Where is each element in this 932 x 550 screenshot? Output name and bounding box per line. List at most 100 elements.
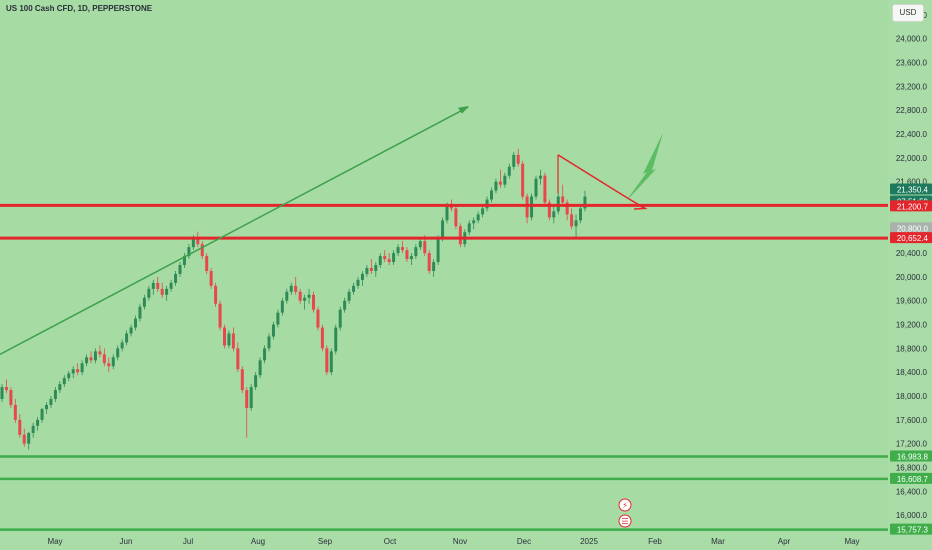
candle-body <box>347 291 351 301</box>
candle-body <box>209 270 213 286</box>
candle-body <box>80 363 84 373</box>
price-tick-label: 19,600.0 <box>896 297 928 306</box>
price-tick-label: 21,600.0 <box>896 178 928 187</box>
candle-body <box>58 384 62 391</box>
candle-body <box>98 351 102 355</box>
candle-body <box>383 256 387 260</box>
candle-body <box>93 351 97 361</box>
candle-body <box>0 387 4 400</box>
candle-body <box>356 279 360 286</box>
candle-body <box>298 291 302 301</box>
candle-body <box>547 202 551 218</box>
candle-body <box>267 336 271 349</box>
time-axis-label: Apr <box>778 537 791 546</box>
candle-body <box>165 288 169 295</box>
candle-body <box>378 256 382 266</box>
triangle-upper-line[interactable] <box>557 154 626 198</box>
candle-body <box>45 404 48 410</box>
candle-body <box>579 208 582 221</box>
candle-body <box>498 181 502 185</box>
candle-body <box>169 282 173 289</box>
candle-body <box>490 190 493 200</box>
candle-body <box>160 288 164 295</box>
price-badge-label: 20,652.4 <box>897 234 929 243</box>
earnings-icon[interactable] <box>618 514 632 528</box>
candle-body <box>67 373 71 379</box>
candle-body <box>316 309 320 328</box>
candle-body <box>343 300 347 310</box>
candle-body <box>307 294 311 298</box>
candle-body <box>4 387 8 391</box>
candle-body <box>481 208 485 215</box>
candle-body <box>543 175 547 203</box>
candle-body <box>449 205 453 209</box>
candle-body <box>111 357 115 367</box>
candle-body <box>129 327 133 334</box>
price-tick-label: 23,600.0 <box>896 59 928 68</box>
currency-button[interactable]: USD <box>892 4 924 22</box>
time-axis-label: May <box>47 537 62 546</box>
flash-icon[interactable] <box>618 498 632 512</box>
candle-body <box>409 256 413 260</box>
time-axis-label: Nov <box>453 537 467 546</box>
candle-body <box>174 273 178 283</box>
candle-body <box>458 226 462 245</box>
candle-body <box>583 196 587 209</box>
breakout-up-arrow[interactable] <box>628 132 663 199</box>
candle-body <box>454 208 458 227</box>
candle-body <box>62 378 66 385</box>
price-badge-label: 21,200.7 <box>897 202 929 211</box>
candle-body <box>329 351 333 373</box>
candle-body <box>423 241 427 254</box>
candle-body <box>405 250 409 260</box>
candle-body <box>525 196 529 218</box>
candle-body <box>151 282 155 289</box>
price-tick-label: 16,800.0 <box>896 463 928 472</box>
candle-body <box>236 348 240 370</box>
candle-body <box>125 333 129 343</box>
price-tick-label: 16,000.0 <box>896 511 928 520</box>
candle-body <box>276 312 280 325</box>
price-badge-label: 16,608.7 <box>897 475 929 484</box>
candle-body <box>258 360 262 376</box>
candle-body <box>369 267 373 271</box>
candle-body <box>334 327 338 352</box>
price-tick-label: 18,000.0 <box>896 392 928 401</box>
price-badge <box>890 183 932 195</box>
candle-body <box>445 205 449 221</box>
price-tick-label: 18,800.0 <box>896 344 928 353</box>
price-tick-label: 24,000.0 <box>896 35 928 44</box>
candle-body <box>196 238 200 245</box>
earnings-icon-glyph: ☰ <box>621 517 628 526</box>
candle-body <box>9 390 13 405</box>
candle-body <box>538 175 542 179</box>
candle-body <box>205 256 209 271</box>
candle-body <box>534 178 538 197</box>
candle-body <box>561 196 565 203</box>
candle-body <box>142 297 146 307</box>
candle-body <box>13 404 17 420</box>
time-axis-label: Sep <box>318 537 333 546</box>
candle-body <box>178 265 182 274</box>
candle-body <box>467 223 471 233</box>
price-badge <box>890 523 932 535</box>
time-axis-label: 2025 <box>580 537 598 546</box>
candle-body <box>294 285 298 292</box>
candle-body <box>414 247 418 257</box>
candle-body <box>18 419 22 435</box>
candle-body <box>134 318 137 328</box>
candle-body <box>570 214 574 227</box>
candle-body <box>285 291 289 301</box>
candle-body <box>521 163 525 197</box>
candle-body <box>191 238 195 248</box>
candle-body <box>374 265 378 271</box>
candle-body <box>516 154 520 164</box>
time-axis-label: May <box>844 537 859 546</box>
time-axis-label: Dec <box>517 537 531 546</box>
trend-line[interactable] <box>0 106 469 356</box>
candle-body <box>512 154 516 167</box>
candle-body <box>156 282 160 289</box>
price-tick-label: 22,800.0 <box>896 106 928 115</box>
